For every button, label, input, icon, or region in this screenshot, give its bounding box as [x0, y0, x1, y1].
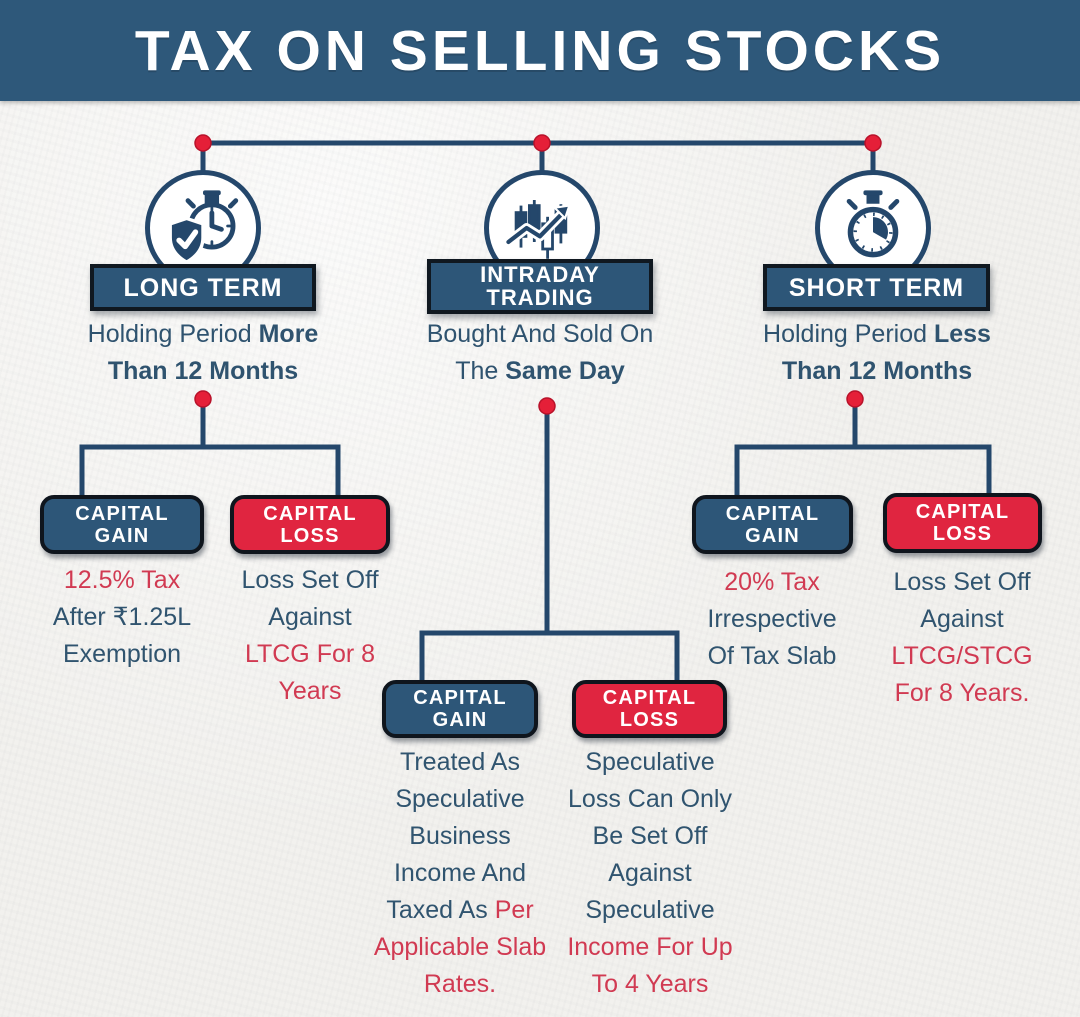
detail-line: 12.5% Tax — [63, 566, 181, 594]
capital-loss-box-short-term: CAPITAL LOSS — [883, 493, 1042, 553]
capital-gain-details-long-term: 12.5% Tax After ₹1.25L Exemption — [7, 562, 237, 673]
detail-line: Against — [268, 603, 352, 631]
branch-label-long-term: LONG TERM — [90, 264, 316, 311]
capital-loss-details-short-term: Loss Set Off Against LTCG/STCG For 8 Yea… — [847, 564, 1077, 712]
detail-line: Loss Can Only — [568, 785, 732, 813]
detail-line: 20% Tax — [724, 568, 820, 596]
detail-line: Treated As — [400, 748, 520, 776]
capital-loss-details-long-term: Loss Set Off Against LTCG For 8 Years — [195, 562, 425, 710]
detail-line: Business — [409, 822, 511, 850]
capital-gain-box-short-term: CAPITAL GAIN — [692, 495, 853, 554]
detail-line: Rates. — [423, 970, 497, 998]
branch-label-intraday-trading: INTRADAY TRADING — [427, 259, 653, 314]
detail-line: Speculative — [585, 748, 715, 776]
detail-line: Speculative — [585, 896, 715, 924]
candlestick-chart-icon — [503, 200, 571, 259]
detail-line: For 8 Years. — [894, 679, 1030, 707]
stopwatch-icon — [846, 190, 900, 258]
detail-line: Applicable Slab — [373, 933, 547, 961]
detail-line: Loss Set Off — [241, 566, 379, 594]
detail-line: Be Set Off — [592, 822, 708, 850]
detail-line: After ₹1.25L — [52, 603, 192, 631]
detail-line: Income And — [393, 859, 527, 887]
capital-loss-box-intraday: CAPITAL LOSS — [572, 680, 727, 738]
detail-line: Exemption — [62, 640, 182, 668]
capital-gain-details-intraday: Treated As Speculative Business Income A… — [345, 744, 575, 1003]
capital-loss-box-long-term: CAPITAL LOSS — [230, 495, 390, 554]
branch-description-intraday-trading: Bought And Sold On The Same Day — [426, 320, 654, 385]
detail-line: Years — [278, 677, 342, 705]
header: TAX ON SELLING STOCKS — [0, 0, 1080, 101]
detail-line: LTCG/STCG — [891, 642, 1033, 670]
capital-gain-details-short-term: 20% Tax Irrespective Of Tax Slab — [657, 564, 887, 675]
detail-line: Of Tax Slab — [707, 642, 837, 670]
branch-label-short-term: SHORT TERM — [763, 264, 990, 311]
detail-line: Speculative — [395, 785, 525, 813]
capital-gain-box-long-term: CAPITAL GAIN — [40, 495, 204, 554]
detail-line: To 4 Years — [591, 970, 709, 998]
shield-stopwatch-icon — [168, 190, 239, 265]
branch-description-short-term: Holding Period Less Than 12 Months — [763, 320, 991, 385]
detail-line: Irrespective — [707, 605, 837, 633]
page-title: TAX ON SELLING STOCKS — [134, 18, 946, 83]
branch-description-long-term: Holding Period More Than 12 Months — [87, 320, 319, 385]
detail-line: Against — [608, 859, 692, 887]
capital-loss-details-intraday: Speculative Loss Can Only Be Set Off Aga… — [535, 744, 765, 1003]
detail-line: Loss Set Off — [893, 568, 1031, 596]
detail-line: LTCG For 8 — [244, 640, 376, 668]
detail-line: Income For Up — [567, 933, 733, 961]
detail-line: Taxed As Per — [386, 896, 534, 924]
capital-gain-box-intraday: CAPITAL GAIN — [382, 680, 538, 738]
detail-line: Against — [920, 605, 1004, 633]
